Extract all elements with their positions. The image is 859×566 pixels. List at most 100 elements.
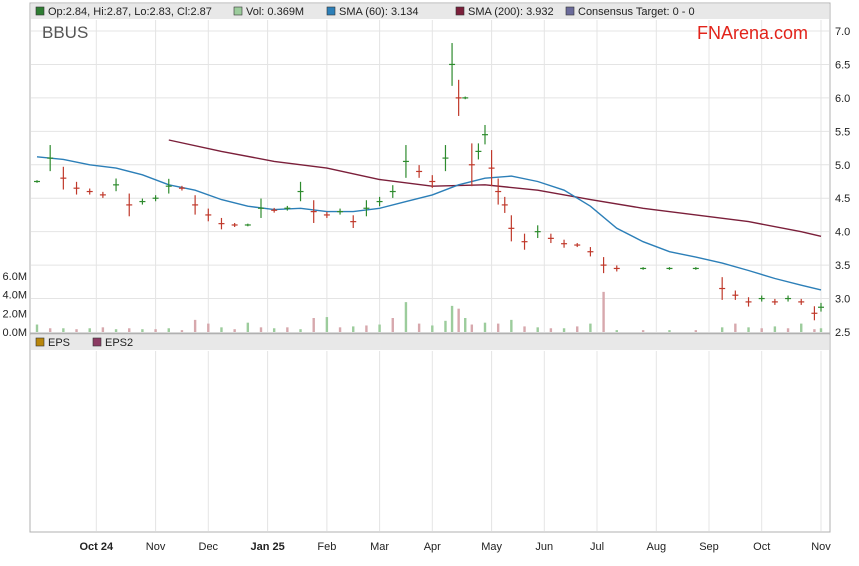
price-bar <box>732 290 739 300</box>
volume-bar <box>259 327 263 332</box>
price-bar <box>455 79 462 116</box>
price-bar <box>126 193 133 217</box>
volume-bar <box>128 328 131 332</box>
price-bar <box>178 185 185 191</box>
volume-bar <box>167 328 170 332</box>
volume-bar <box>483 322 487 332</box>
date-tick-label: Jul <box>590 541 604 553</box>
eps-grid <box>95 351 822 531</box>
legend-swatch-eps2 <box>92 337 102 347</box>
price-tick-label: 3.0 <box>835 294 850 306</box>
volume-bar <box>193 319 197 332</box>
volume-bar <box>457 308 460 332</box>
price-bar <box>521 233 528 250</box>
volume-bar <box>246 322 250 332</box>
price-grid <box>31 20 829 332</box>
price-bar <box>376 196 383 207</box>
price-bar <box>389 185 396 198</box>
volume-bar <box>207 323 210 332</box>
volume-axis: 6.0M 4.0M 2.0M 0.0M <box>3 271 27 339</box>
price-tick-label: 4.0 <box>835 227 850 239</box>
price-tick-label: 5.5 <box>835 126 850 138</box>
price-axis: 7.0 6.5 6.0 5.5 5.0 4.5 4.0 3.5 3.0 2.5 <box>835 26 850 339</box>
date-tick-label: Jun <box>535 541 553 553</box>
legend-swatch-sma60 <box>326 6 336 16</box>
price-bar <box>47 145 54 172</box>
price-bar <box>449 43 456 86</box>
date-tick-label: Nov <box>811 541 831 553</box>
price-bar <box>468 143 475 187</box>
price-tick-label: 2.5 <box>835 327 850 339</box>
volume-bar <box>75 329 78 332</box>
price-bar <box>692 267 699 270</box>
price-bar <box>165 178 172 194</box>
price-bar <box>218 217 225 230</box>
price-bar <box>561 239 568 248</box>
price-bar <box>587 247 594 257</box>
price-bar <box>547 233 554 244</box>
volume-bar <box>464 318 467 332</box>
top-legend-bar <box>31 4 829 19</box>
bottom-legend: EPS EPS2 <box>35 337 133 349</box>
volume-bar <box>378 324 381 332</box>
legend-swatch-target <box>565 6 575 16</box>
volume-bar <box>286 327 289 332</box>
price-bar <box>798 298 805 305</box>
price-bar <box>350 215 357 228</box>
price-tick-label: 7.0 <box>835 26 850 38</box>
price-bar <box>534 225 541 239</box>
volume-bar <box>299 329 302 332</box>
price-bar <box>297 181 304 202</box>
volume-bar <box>431 325 434 332</box>
date-tick-label: Jan 25 <box>250 541 284 553</box>
price-bar <box>86 188 93 195</box>
volume-bar <box>641 330 645 332</box>
price-bar <box>402 145 409 178</box>
legend-label-target: Consensus Target: 0 - 0 <box>578 6 695 18</box>
price-bar <box>758 295 765 302</box>
volume-bar <box>444 320 447 332</box>
volume-bar <box>773 326 777 332</box>
date-tick-label: Oct <box>753 541 770 553</box>
volume-bar <box>338 327 342 332</box>
price-bar <box>771 298 778 305</box>
price-bar <box>192 195 199 215</box>
volume-bar <box>549 328 553 332</box>
price-tick-label: 3.5 <box>835 260 850 272</box>
volume-bar <box>470 324 474 332</box>
price-bar <box>600 257 607 274</box>
date-tick-label: Oct 24 <box>79 541 114 553</box>
price-bar <box>613 265 620 272</box>
price-bar <box>719 277 726 300</box>
volume-bar <box>615 330 618 332</box>
volume-bar <box>694 330 698 332</box>
price-bar <box>152 195 159 202</box>
volume-bar <box>48 328 52 332</box>
sma200-series <box>168 139 822 237</box>
volume-bar <box>813 329 816 332</box>
volume-tick-label: 4.0M <box>3 290 27 302</box>
bottom-legend-bar <box>31 335 829 350</box>
legend-swatch-vol <box>233 6 243 16</box>
date-axis: Oct 24 Nov Dec Jan 25 Feb Mar Apr May Jun Jul Aug S… <box>79 541 831 553</box>
price-bar <box>501 196 508 213</box>
volume-bar <box>352 326 355 332</box>
price-bar <box>429 175 436 188</box>
volume-bar <box>365 325 368 332</box>
date-tick-label: May <box>481 541 502 553</box>
volume-bar <box>720 327 724 332</box>
price-bar <box>811 306 818 321</box>
ticker-label: BBUS <box>42 23 88 42</box>
volume-tick-label: 0.0M <box>3 327 27 339</box>
date-tick-label: Aug <box>647 541 667 553</box>
brand-logo-text: FNArena.com <box>697 23 808 43</box>
price-bar <box>60 166 67 190</box>
price-bar <box>640 267 647 270</box>
volume-bar <box>88 328 91 332</box>
volume-bar <box>562 328 566 332</box>
price-bar <box>745 297 752 307</box>
volume-bar <box>496 323 500 332</box>
volume-bar <box>800 323 803 332</box>
volume-bar <box>272 328 276 332</box>
